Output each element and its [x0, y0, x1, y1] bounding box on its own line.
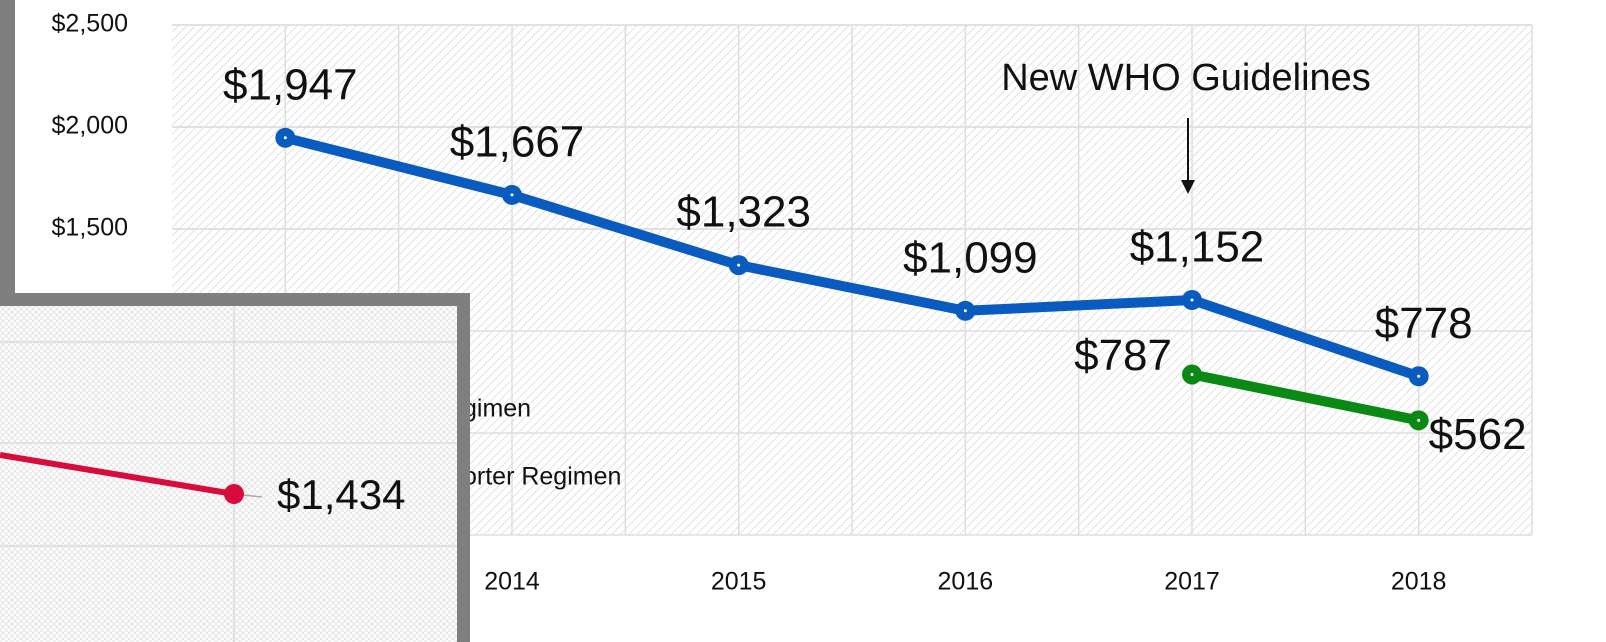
point-dot — [963, 309, 967, 313]
value-label: $1,152 — [1130, 223, 1265, 272]
value-label: $1,323 — [676, 188, 811, 237]
series-line — [1191, 369, 1420, 426]
frame — [0, 293, 470, 306]
point-dot — [1417, 418, 1421, 422]
arrow-head — [1181, 180, 1195, 194]
value-label: $1,099 — [903, 233, 1038, 282]
value-label: $787 — [1074, 331, 1172, 380]
frame — [0, 0, 15, 305]
x-tick-label: 2016 — [938, 568, 994, 596]
value-label: $1,434 — [277, 471, 405, 518]
x-tick-label: 2018 — [1391, 568, 1447, 596]
point-dot — [1417, 374, 1421, 378]
value-label: $1,667 — [450, 118, 585, 167]
point-dot — [510, 193, 514, 197]
x-tick-label: 2015 — [711, 568, 767, 596]
series-line — [284, 132, 1421, 382]
main-chart: $2,500 $2,000 $1,500 2014 2015 2016 2017 2018 gi… — [52, 10, 1533, 596]
legend-label: orter Regimen — [463, 463, 621, 491]
series-line — [0, 452, 235, 497]
overlay-panel: $1,434 — [0, 0, 470, 642]
y-tick-label: $2,000 — [52, 112, 128, 140]
x-tick-label: 2014 — [484, 568, 540, 596]
value-label: $1,947 — [223, 60, 358, 109]
value-label: $778 — [1375, 299, 1473, 348]
legend-label: gimen — [463, 395, 531, 423]
frame — [457, 293, 470, 642]
panel — [0, 306, 457, 642]
point-dot — [283, 136, 287, 140]
annotation: New WHO Guidelines — [1001, 57, 1371, 99]
x-tick-label: 2017 — [1164, 568, 1220, 596]
y-tick-label: $1,500 — [52, 214, 128, 242]
value-label: $562 — [1429, 410, 1527, 459]
point — [224, 484, 244, 504]
point-dot — [1190, 372, 1194, 376]
point-dot — [1190, 298, 1194, 302]
point-dot — [737, 263, 741, 267]
y-tick-label: $2,500 — [52, 10, 128, 38]
